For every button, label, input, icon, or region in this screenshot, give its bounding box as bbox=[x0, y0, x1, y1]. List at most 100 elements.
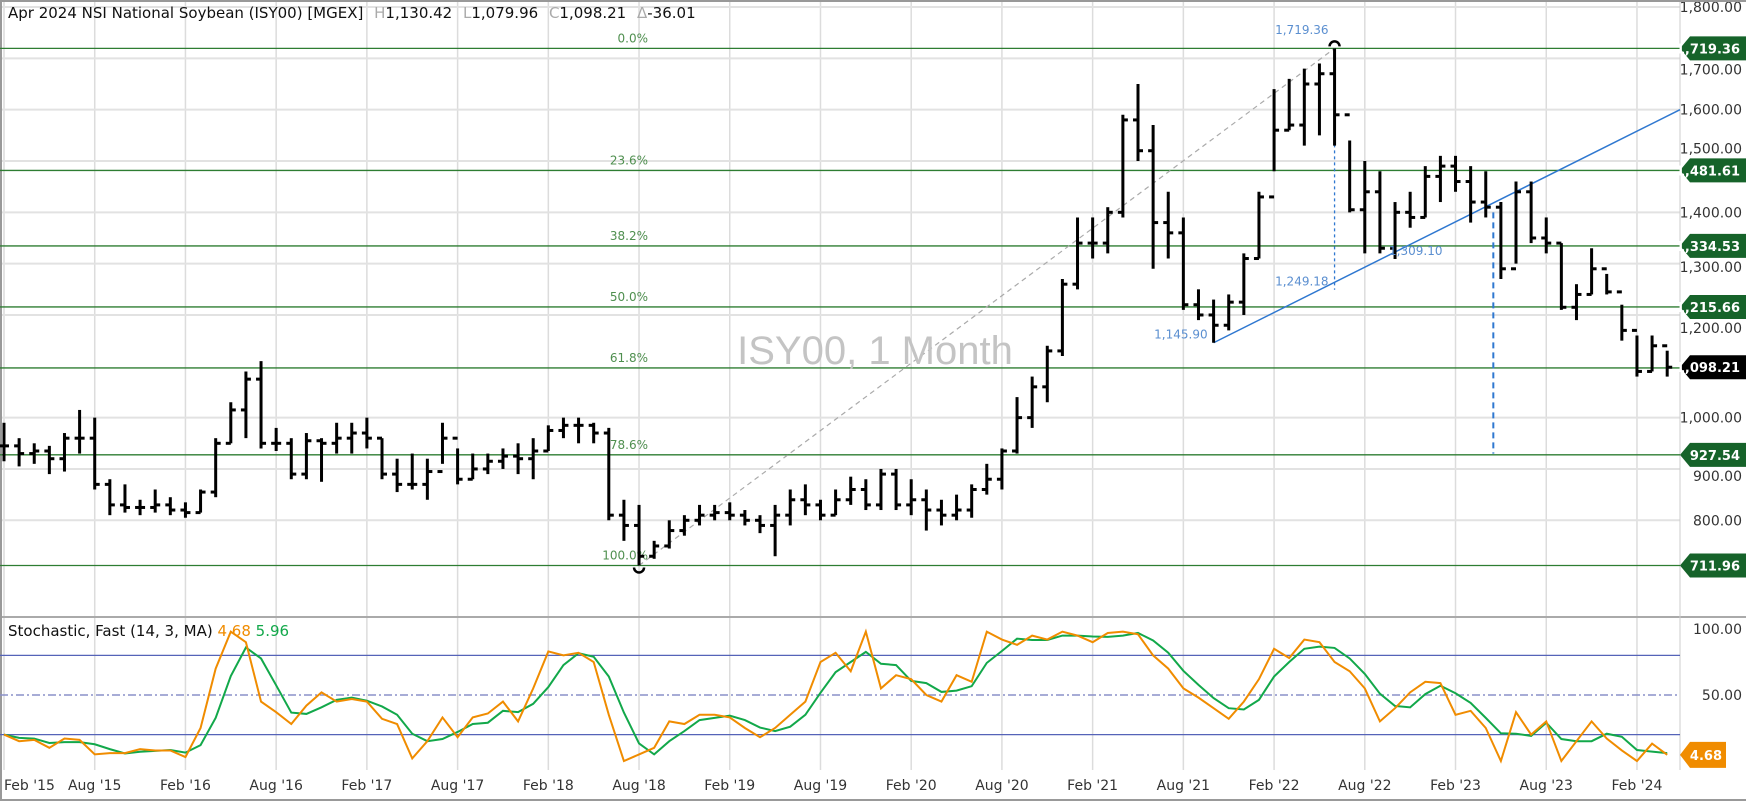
time-axis-label: Feb '19 bbox=[704, 778, 755, 794]
high-value: 1,130.42 bbox=[385, 4, 453, 22]
stochastic-d-line bbox=[3, 631, 1668, 756]
fib-level-label: 61.8% bbox=[610, 351, 648, 365]
time-axis-label: Feb '23 bbox=[1430, 778, 1481, 794]
close-value: 1,098.21 bbox=[559, 4, 627, 22]
fib-price-tag: 1,215.66 bbox=[1676, 301, 1740, 316]
ohlc-bar bbox=[649, 540, 660, 559]
change-value: -36.01 bbox=[647, 4, 696, 22]
price-axis-label: 900.00 bbox=[1693, 469, 1742, 485]
ohlc-bar bbox=[815, 499, 826, 521]
ohlc-bar bbox=[1253, 191, 1264, 261]
ohlc-bar bbox=[180, 502, 191, 518]
ohlc-bar bbox=[1148, 125, 1159, 269]
ohlc-bar bbox=[29, 443, 40, 464]
ohlc-bar bbox=[694, 504, 705, 526]
time-axis-label: Aug '17 bbox=[431, 778, 484, 794]
fib-price-tag: 927.54 bbox=[1690, 449, 1740, 464]
fib-price-tag-shape bbox=[1680, 442, 1746, 467]
ohlc-bar bbox=[286, 438, 297, 480]
time-axis-label: Feb '20 bbox=[886, 778, 937, 794]
ohlc-bar bbox=[1208, 299, 1219, 343]
ohlc-bar bbox=[392, 458, 403, 493]
time-axis-label: Feb '18 bbox=[523, 778, 574, 794]
ohlc-bar bbox=[1420, 166, 1431, 219]
high-label: H bbox=[374, 4, 386, 22]
time-axis-label: Feb '15 bbox=[4, 778, 55, 794]
price-axis-label: 1,200.00 bbox=[1680, 321, 1742, 337]
ohlc-bar bbox=[906, 479, 917, 516]
last-price-tag-shape bbox=[1680, 355, 1746, 380]
ohlc-bar bbox=[588, 422, 599, 444]
watermark: ISY00, 1 Month bbox=[737, 329, 1013, 373]
ohlc-bar bbox=[573, 417, 584, 444]
fib-price-tag: 711.96 bbox=[1690, 559, 1740, 574]
stochastic-header: Stochastic, Fast (14, 3, MA) 4.68 5.96 bbox=[8, 622, 289, 640]
ohlc-bar bbox=[195, 489, 206, 515]
time-axis-label: Feb '21 bbox=[1067, 778, 1118, 794]
stochastic-k-tag-shape bbox=[1680, 741, 1726, 768]
ohlc-bar bbox=[785, 489, 796, 526]
time-axis-label: Aug '23 bbox=[1520, 778, 1573, 794]
ohlc-bar bbox=[104, 479, 115, 516]
ohlc-bar bbox=[1662, 344, 1673, 377]
time-axis-label: Feb '22 bbox=[1249, 778, 1300, 794]
ohlc-bar bbox=[14, 438, 25, 467]
fib-level-label: 0.0% bbox=[618, 31, 649, 45]
ohlc-bar bbox=[513, 443, 524, 475]
time-axis-label: Aug '16 bbox=[249, 778, 303, 794]
ohlc-bar bbox=[89, 417, 100, 490]
price-axis-label: 1,700.00 bbox=[1680, 62, 1742, 78]
price-axis-label: 1,400.00 bbox=[1680, 205, 1742, 221]
fib-price-tag-shape bbox=[1680, 36, 1746, 61]
ohlc-bar bbox=[271, 427, 282, 452]
ohlc-bar bbox=[1178, 217, 1189, 310]
ohlc-bar bbox=[558, 417, 569, 439]
annotation-label: 1,249.18 bbox=[1275, 275, 1328, 289]
ohlc-bar bbox=[497, 448, 508, 469]
ohlc-bar bbox=[210, 438, 221, 498]
ohlc-bar bbox=[1163, 191, 1174, 259]
fib-price-tag-shape bbox=[1680, 553, 1746, 578]
ohlc-bar bbox=[59, 433, 70, 472]
ohlc-bar bbox=[830, 489, 841, 517]
ohlc-bar bbox=[165, 497, 176, 516]
stochastic-title: Stochastic, Fast (14, 3, MA) bbox=[8, 622, 213, 640]
ohlc-bar bbox=[1359, 160, 1370, 254]
ohlc-bar bbox=[1601, 267, 1612, 295]
ohlc-bar bbox=[860, 479, 871, 511]
price-axis-label: 1,000.00 bbox=[1680, 411, 1742, 427]
ohlc-bar bbox=[1541, 217, 1552, 254]
close-label: C bbox=[548, 4, 560, 22]
ohlc-bar bbox=[452, 436, 463, 485]
ohlc-bar bbox=[1329, 48, 1340, 146]
ohlc-bar bbox=[543, 425, 554, 453]
ohlc-bar bbox=[1299, 68, 1310, 146]
ohlc-bar bbox=[951, 494, 962, 521]
ohlc-bar bbox=[966, 484, 977, 518]
stochastic-k-value: 4.68 bbox=[217, 622, 251, 640]
ohlc-bar bbox=[135, 499, 146, 516]
ohlc-bar bbox=[0, 422, 9, 462]
ohlc-bar bbox=[755, 515, 765, 534]
time-axis-label: Aug '15 bbox=[68, 778, 121, 794]
ohlc-bar bbox=[770, 504, 781, 557]
ohlc-bar bbox=[1057, 279, 1068, 357]
fib-price-tag-shape bbox=[1680, 158, 1746, 183]
symbol-title: Apr 2024 NSI National Soybean (ISY00) [M… bbox=[8, 4, 364, 22]
ohlc-bar bbox=[800, 484, 811, 516]
ohlc-bar bbox=[618, 499, 629, 541]
fib-level-label: 23.6% bbox=[610, 153, 648, 167]
ohlc-bar bbox=[875, 468, 886, 511]
ohlc-bar bbox=[1480, 171, 1491, 218]
price-axis-label: 1,500.00 bbox=[1680, 141, 1742, 157]
fib-price-tag-shape bbox=[1680, 294, 1746, 319]
ohlc-bar bbox=[1087, 217, 1098, 259]
ohlc-bar bbox=[921, 489, 932, 531]
ohlc-bar bbox=[74, 409, 85, 454]
annotation-label: 1,719.36 bbox=[1275, 23, 1328, 37]
ohlc-bar bbox=[119, 484, 130, 513]
ohlc-bar bbox=[1647, 335, 1658, 373]
ohlc-bar bbox=[996, 448, 1007, 490]
annotation-label: 1,145.90 bbox=[1154, 328, 1207, 342]
